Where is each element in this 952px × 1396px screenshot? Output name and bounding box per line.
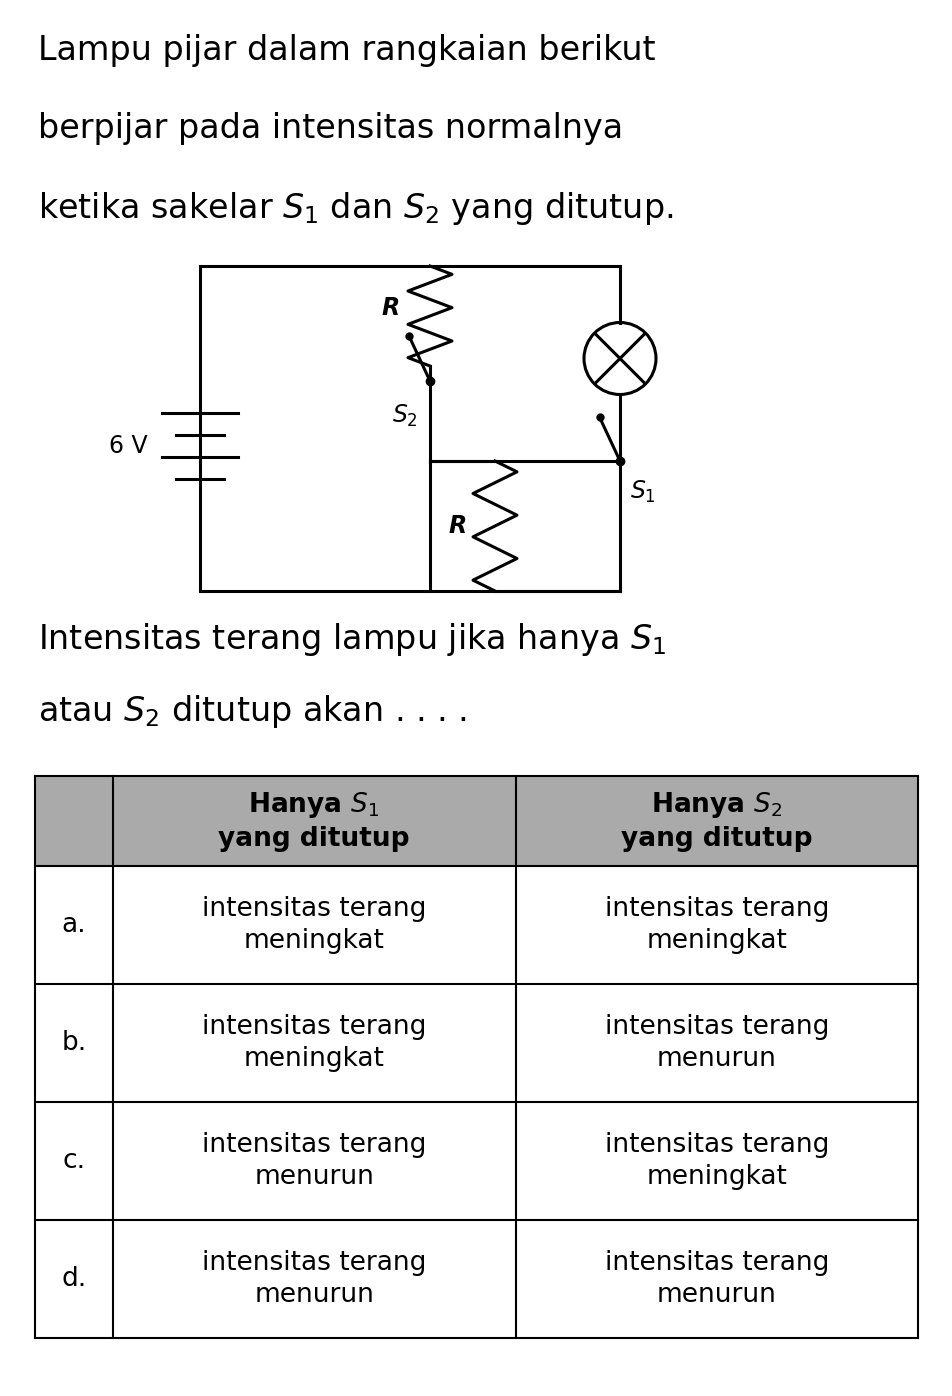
Text: b.: b. — [61, 1030, 87, 1055]
Text: intensitas terang
meningkat: intensitas terang meningkat — [202, 1013, 426, 1072]
Text: intensitas terang
menurun: intensitas terang menurun — [604, 1013, 828, 1072]
Text: a.: a. — [62, 912, 87, 938]
Text: intensitas terang
meningkat: intensitas terang meningkat — [604, 1132, 828, 1191]
Text: ketika sakelar $S_1$ dan $S_2$ yang ditutup.: ketika sakelar $S_1$ dan $S_2$ yang ditu… — [38, 190, 673, 228]
Text: intensitas terang
meningkat: intensitas terang meningkat — [604, 895, 828, 955]
Text: intensitas terang
menurun: intensitas terang menurun — [202, 1249, 426, 1308]
Text: d.: d. — [61, 1266, 87, 1293]
Bar — [515, 776, 917, 866]
Text: intensitas terang
meningkat: intensitas terang meningkat — [202, 895, 426, 955]
Text: $S_2$: $S_2$ — [391, 403, 417, 429]
Text: Lampu pijar dalam rangkaian berikut: Lampu pijar dalam rangkaian berikut — [38, 34, 655, 67]
Text: R: R — [382, 296, 400, 320]
Text: $S_1$: $S_1$ — [629, 479, 655, 505]
Text: c.: c. — [63, 1148, 86, 1174]
Text: R: R — [448, 514, 466, 537]
Bar — [35, 776, 113, 866]
Text: intensitas terang
menurun: intensitas terang menurun — [202, 1132, 426, 1191]
Text: intensitas terang
menurun: intensitas terang menurun — [604, 1249, 828, 1308]
Text: 6 V: 6 V — [109, 434, 148, 458]
Text: Hanya $S_2$
yang ditutup: Hanya $S_2$ yang ditutup — [621, 790, 812, 853]
Text: Intensitas terang lampu jika hanya $S_1$: Intensitas terang lampu jika hanya $S_1$ — [38, 621, 665, 658]
Bar — [113, 776, 515, 866]
Text: Hanya $S_1$
yang ditutup: Hanya $S_1$ yang ditutup — [218, 790, 409, 853]
Text: atau $S_2$ ditutup akan . . . .: atau $S_2$ ditutup akan . . . . — [38, 692, 466, 730]
Text: berpijar pada intensitas normalnya: berpijar pada intensitas normalnya — [38, 112, 623, 145]
